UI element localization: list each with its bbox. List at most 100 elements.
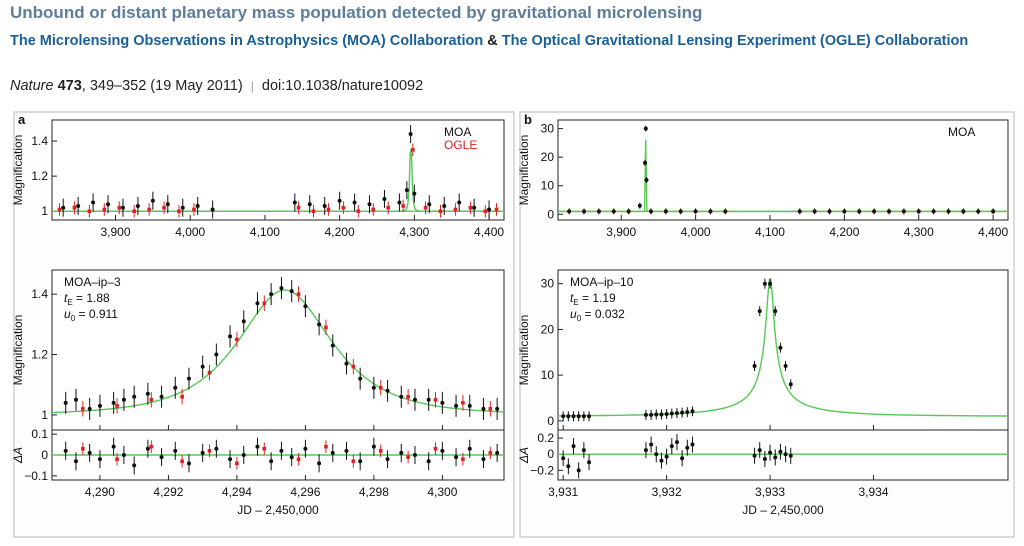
data-point-moa: [200, 364, 205, 369]
data-point-moa: [685, 410, 690, 415]
data-point-moa: [61, 205, 66, 210]
data-point-moa: [241, 319, 246, 324]
residual-point-moa: [680, 456, 685, 461]
data-point-moa: [872, 209, 877, 214]
data-point-moa: [561, 414, 566, 419]
data-point-moa: [442, 203, 447, 208]
data-point-moa: [783, 364, 788, 368]
data-point-ogle: [177, 209, 181, 214]
residual-point-moa: [495, 450, 500, 455]
residual-point-moa: [111, 444, 116, 449]
data-point-ogle: [192, 207, 196, 212]
data-point-moa: [643, 412, 648, 417]
legend-entry-moa: MOA: [948, 125, 975, 139]
residual-y-tick-label: 0: [41, 448, 48, 462]
residual-point-moa: [664, 454, 669, 459]
legend-entry-ogle: OGLE: [444, 138, 477, 152]
data-point-moa: [132, 394, 137, 399]
data-point-moa: [255, 301, 260, 306]
residual-point-moa: [561, 456, 566, 461]
y-tick-label: 1.2: [31, 169, 48, 183]
data-point-ogle: [324, 325, 328, 330]
residual-point-moa: [778, 449, 783, 454]
data-point-moa: [648, 209, 653, 214]
x-tick-label: 4,400: [978, 225, 1008, 239]
data-point-moa: [654, 412, 659, 417]
data-point-moa: [121, 397, 126, 402]
y-tick-label: 10: [541, 368, 555, 382]
data-point-ogle: [262, 301, 267, 306]
residual-point-moa: [467, 446, 472, 451]
plot-frame-b-bottom: [557, 269, 1009, 431]
data-point-moa: [382, 196, 387, 201]
residual-point-moa: [659, 458, 664, 463]
data-point-moa: [292, 200, 297, 205]
data-point-moa: [195, 203, 200, 208]
residual-point-ogle: [433, 446, 438, 451]
journal-volume: 473: [57, 78, 82, 94]
x-tick-label: 4,290: [85, 485, 115, 499]
data-point-moa: [111, 400, 116, 405]
author-link-ogle[interactable]: The Optical Gravitational Lensing Experi…: [501, 33, 969, 49]
residual-point-ogle: [378, 449, 383, 453]
citation-separator: |: [250, 79, 254, 93]
x-axis-label: JD – 2,450,000: [742, 503, 824, 517]
data-point-moa: [778, 345, 783, 350]
data-point-moa: [457, 200, 462, 205]
residual-point-moa: [643, 448, 648, 453]
data-point-ogle: [162, 205, 166, 210]
data-point-moa: [797, 209, 802, 214]
residual-point-moa: [576, 468, 581, 473]
residual-point-ogle: [296, 457, 301, 461]
data-point-ogle: [115, 404, 119, 408]
data-point-moa: [481, 406, 486, 411]
data-point-moa: [472, 205, 477, 210]
data-point-ogle: [207, 370, 212, 375]
author-link-moa[interactable]: The Microlensing Observations in Astroph…: [10, 33, 484, 49]
data-point-moa: [762, 281, 767, 286]
residual-y-tick-label: 0.2: [537, 431, 554, 445]
data-point-moa: [708, 209, 713, 214]
data-point-moa: [946, 209, 951, 214]
data-point-ogle: [351, 364, 356, 369]
data-point-moa: [454, 403, 459, 408]
residual-point-moa: [426, 459, 431, 464]
data-point-moa: [643, 126, 648, 131]
y-tick-label: 0: [547, 207, 554, 221]
data-point-moa: [145, 391, 150, 396]
data-point-moa: [587, 414, 592, 419]
residual-point-moa: [173, 448, 178, 453]
data-point-moa: [674, 411, 679, 416]
residual-point-moa: [279, 448, 284, 453]
data-point-moa: [916, 209, 921, 214]
data-point-moa: [358, 376, 363, 381]
data-point-moa: [693, 209, 698, 214]
data-point-moa: [180, 205, 185, 210]
data-point-ogle: [296, 292, 301, 296]
data-point-ogle: [102, 207, 107, 212]
data-point-ogle: [423, 205, 428, 210]
data-point-moa: [643, 160, 648, 165]
data-point-moa: [857, 209, 862, 214]
data-point-ogle: [401, 204, 405, 208]
data-point-moa: [279, 286, 284, 291]
y-axis-label: Magnification: [11, 135, 25, 206]
x-tick-label: 4,300: [399, 225, 429, 239]
figure: 1 1.2 1.4 3,900 4,000 4,100 4,200 4,300 4,400 Mag…: [10, 108, 1018, 541]
data-point-ogle: [488, 407, 493, 411]
journal-name: Nature: [10, 78, 54, 94]
article-doi[interactable]: doi:10.1038/nature10092: [261, 78, 424, 94]
data-point-ogle: [461, 401, 465, 405]
y-tick-label: 0: [547, 414, 554, 428]
residual-point-moa: [145, 446, 150, 451]
data-point-moa: [886, 209, 891, 214]
data-point-moa: [788, 382, 793, 387]
y-axis-label: Magnification: [517, 315, 531, 386]
data-point-ogle: [57, 207, 62, 212]
x-tick-label: 4,200: [829, 225, 859, 239]
x-tick-label: 3,934: [859, 485, 889, 499]
data-point-moa: [165, 202, 170, 207]
residual-point-moa: [63, 448, 68, 453]
data-point-moa: [269, 292, 274, 297]
